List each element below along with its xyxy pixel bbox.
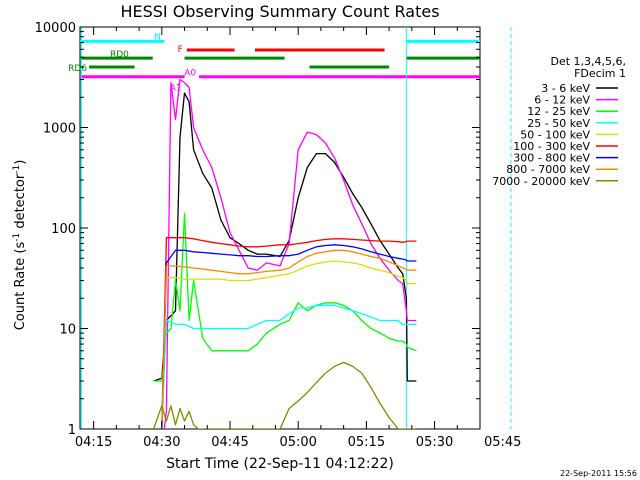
flag-label-rd0: RD0	[110, 50, 129, 60]
x-tick-label: 04:15	[75, 435, 112, 450]
legend-label: 25 - 50 keV	[527, 117, 590, 130]
x-tick-label: 05:15	[348, 435, 385, 450]
flag-label-rd6: RD6	[68, 64, 87, 74]
x-tick-label: 05:00	[279, 435, 316, 450]
axis-ticks: 1 10 100 1000 10000 04:15 04:30 04:45 05:00 05:15…	[35, 21, 522, 450]
series-line-4	[161, 304, 417, 429]
x-tick-label: 05:45	[484, 435, 521, 450]
y-tick-label: 1000	[43, 122, 76, 137]
x-tick-label: 04:45	[211, 435, 248, 450]
series-line-5	[161, 260, 417, 429]
legend-header-1: Det 1,3,4,5,6,	[550, 55, 626, 68]
x-tick-label: 05:30	[416, 435, 453, 450]
legend-header-2: FDecim 1	[574, 67, 626, 80]
legend-label: 7000 - 20000 keV	[492, 175, 590, 188]
y-tick-label: 10000	[35, 21, 76, 36]
legend-label: 800 - 7000 keV	[506, 163, 590, 176]
series-line-8	[161, 249, 417, 429]
footer-date: 22-Sep-2011 15:56	[560, 469, 637, 478]
vertical-markers	[80, 27, 512, 429]
y-tick-label: 10	[59, 323, 76, 338]
legend-label: 12 - 25 keV	[527, 105, 590, 118]
legend-label: 3 - 6 keV	[541, 82, 590, 95]
flag-label-a1: A1	[170, 84, 182, 94]
flag-label-a0: A0	[184, 69, 196, 79]
series-line-6	[161, 237, 417, 429]
chart-title: HESSI Observing Summary Count Rates	[120, 2, 439, 21]
series-line-1	[153, 92, 417, 382]
series-line-3	[153, 212, 417, 382]
series-lines	[152, 78, 417, 429]
plot-axes	[79, 26, 481, 430]
plot-frame	[79, 26, 481, 430]
y-tick-label: 100	[51, 222, 76, 237]
y-axis-label: Count Rate (s-1 detector-1)	[12, 160, 28, 331]
legend-label: 50 - 100 keV	[520, 128, 590, 141]
x-axis-label: Start Time (22-Sep-11 04:12:22)	[166, 456, 394, 472]
legend-label: 300 - 800 keV	[513, 152, 590, 165]
series-line-2	[163, 78, 417, 429]
series-line-7	[161, 244, 417, 429]
x-tick-label: 04:30	[143, 435, 180, 450]
legend-label: 6 - 12 keV	[534, 94, 590, 107]
flag-label-f: F	[178, 45, 183, 55]
flag-label-n: N	[154, 32, 161, 42]
y-tick-label: 1	[68, 423, 76, 438]
series-line-9	[152, 361, 417, 429]
legend-label: 100 - 300 keV	[513, 140, 590, 153]
